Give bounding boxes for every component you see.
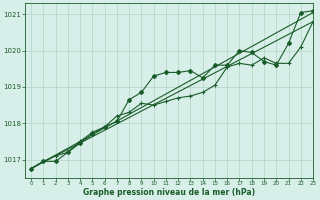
X-axis label: Graphe pression niveau de la mer (hPa): Graphe pression niveau de la mer (hPa) bbox=[83, 188, 255, 197]
